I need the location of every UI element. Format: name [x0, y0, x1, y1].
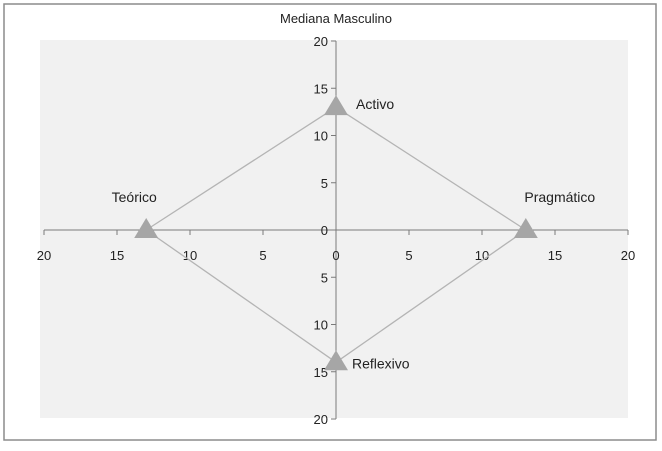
x-tick-label: 0 — [332, 248, 339, 263]
x-tick-label: 15 — [110, 248, 124, 263]
x-tick-label: 15 — [548, 248, 562, 263]
data-point-marker — [134, 218, 159, 238]
data-point-label: Teórico — [112, 189, 157, 205]
y-tick-label: 5 — [321, 270, 328, 285]
y-tick-label: 20 — [314, 34, 328, 49]
x-tick-label: 10 — [475, 248, 489, 263]
y-tick-label: 20 — [314, 412, 328, 427]
y-tick-label: 5 — [321, 176, 328, 191]
data-point-label: Reflexivo — [352, 355, 410, 371]
y-tick-label: 10 — [314, 129, 328, 144]
data-point-marker — [513, 218, 538, 238]
y-tick-label: 15 — [314, 81, 328, 96]
series-line-segment — [335, 106, 527, 231]
x-tick-label: 5 — [259, 248, 266, 263]
series-line-segment — [145, 106, 337, 231]
data-point-label: Activo — [356, 96, 394, 112]
data-point-marker — [324, 95, 348, 116]
y-tick-label: 0 — [321, 223, 328, 238]
data-point-marker — [324, 350, 348, 371]
x-tick-label: 5 — [405, 248, 412, 263]
x-tick-label: 10 — [183, 248, 197, 263]
x-tick-label: 20 — [37, 248, 51, 263]
series-line-segment — [145, 229, 337, 363]
series-group: Activo Pragmático Reflexivo Teórico — [112, 95, 595, 371]
y-tick-label: 10 — [314, 318, 328, 333]
x-tick-label: 20 — [621, 248, 635, 263]
chart-title: Mediana Masculino — [280, 11, 392, 26]
data-point-label: Pragmático — [524, 189, 595, 205]
y-tick-label: 15 — [314, 365, 328, 380]
series-line-segment — [335, 229, 527, 363]
